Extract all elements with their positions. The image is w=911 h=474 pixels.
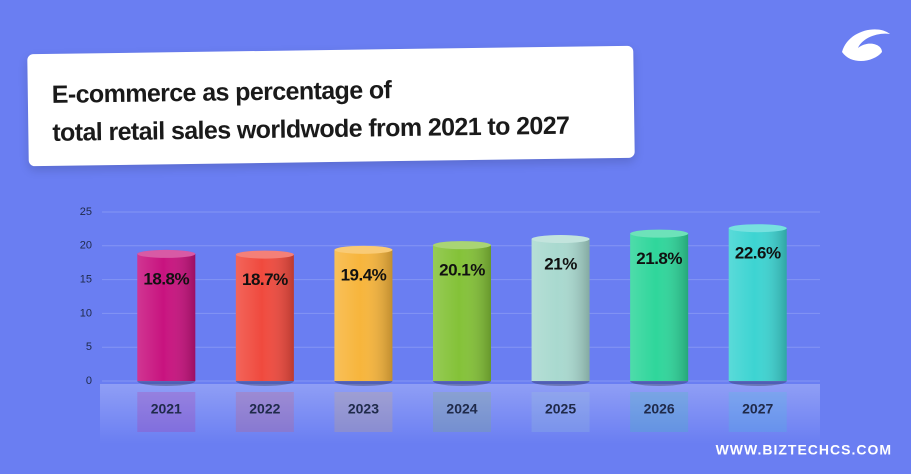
x-tick-label: 2025 xyxy=(545,401,576,417)
bar-shade xyxy=(531,239,590,381)
y-tick-label: 15 xyxy=(80,274,92,286)
bar-shade xyxy=(235,254,294,381)
bar-cap xyxy=(433,241,491,250)
bar-shade xyxy=(334,249,393,381)
cat-reflection xyxy=(334,392,393,432)
cat-reflection xyxy=(235,392,294,432)
bar-cap xyxy=(137,249,196,258)
bar-shade xyxy=(728,228,787,381)
bar-cap-shine xyxy=(137,249,196,258)
chart-title: total retail sales worldwode from 2021 t… xyxy=(52,111,570,147)
y-tick-label: 25 xyxy=(80,206,92,218)
bar-shade xyxy=(630,233,689,381)
bar-cap xyxy=(334,245,393,254)
cat-reflection xyxy=(630,392,689,432)
value-label: 19.4% xyxy=(341,265,387,284)
y-tick-label: 10 xyxy=(80,307,92,319)
bar-cap xyxy=(630,229,689,238)
value-label: 21.8% xyxy=(636,249,682,268)
x-tick-label: 2021 xyxy=(151,401,182,417)
x-tick-label: 2023 xyxy=(348,401,379,417)
y-tick-label: 20 xyxy=(80,240,92,252)
value-label: 21% xyxy=(544,255,577,274)
bar-cap xyxy=(531,235,590,244)
bar-cap-shine xyxy=(235,250,294,259)
bar-cap-shine xyxy=(433,241,491,250)
logo xyxy=(842,29,890,62)
bar-cap xyxy=(728,224,787,233)
title-box: E-commerce as percentage of total retail… xyxy=(27,45,635,167)
x-tick-label: 2024 xyxy=(446,401,477,417)
cat-reflection xyxy=(137,392,196,432)
value-label: 18.8% xyxy=(143,269,189,288)
y-tick-label: 0 xyxy=(86,375,92,387)
value-label: 18.7% xyxy=(242,270,288,289)
x-tick-label: 2027 xyxy=(742,401,773,417)
value-label: 20.1% xyxy=(439,261,485,280)
bar-shade xyxy=(433,245,491,381)
bar-shade xyxy=(137,253,196,381)
footer: WWW.BIZTECHCS.COM xyxy=(716,442,892,458)
bar-cap-shine xyxy=(334,245,393,254)
bar-cap xyxy=(235,250,294,259)
bar-cap-shine xyxy=(728,224,787,233)
cat-reflection xyxy=(433,392,491,432)
x-tick-label: 2022 xyxy=(249,401,280,417)
y-tick-label: 5 xyxy=(86,341,92,353)
value-label: 22.6% xyxy=(735,244,781,263)
bar-cap-shine xyxy=(630,229,689,238)
cat-reflection xyxy=(728,392,787,432)
floor xyxy=(100,384,820,444)
cat-reflection xyxy=(531,392,590,432)
bar-cap-shine xyxy=(531,235,590,244)
x-tick-label: 2026 xyxy=(644,401,675,417)
